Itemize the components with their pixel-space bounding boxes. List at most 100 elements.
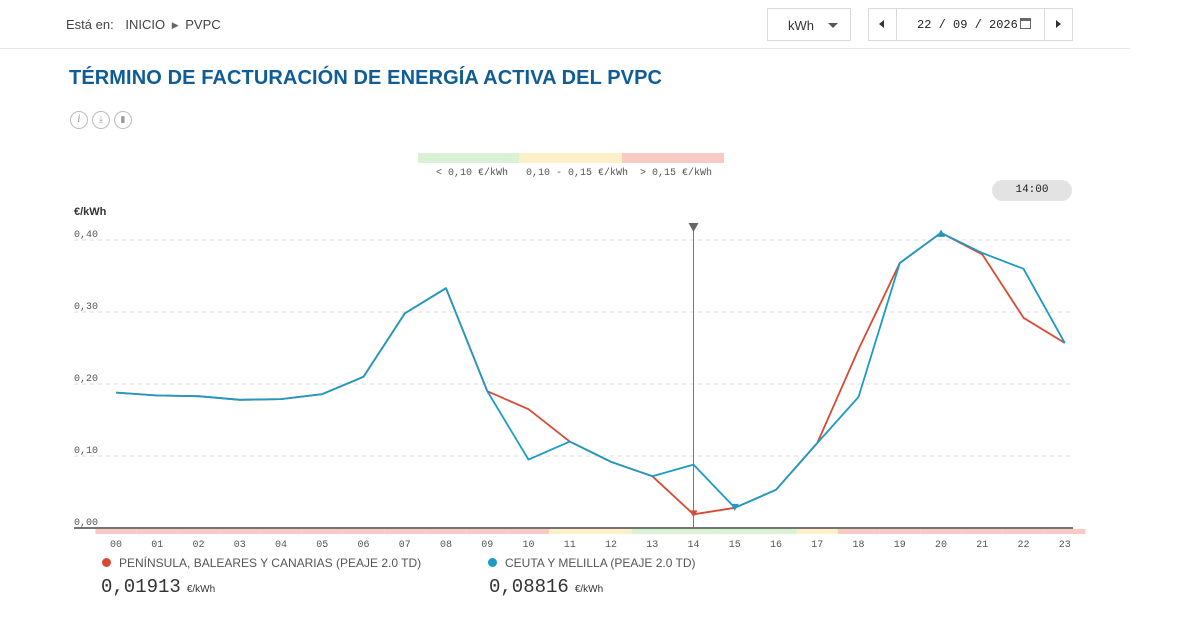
series-line-ceuta (115, 231, 1066, 509)
series-line-peninsula (115, 231, 1066, 516)
y-axis-label: €/kWh (74, 206, 107, 218)
selected-hour-badge: 14:00 (992, 180, 1072, 201)
price-line-chart[interactable]: €/kWh 00 01 02 03 04 05 06 07 08 09 10 11 12 13 14 15 16… (0, 195, 1200, 555)
x-tick-label: 23 (1059, 540, 1071, 551)
info-icon[interactable]: i (70, 111, 88, 129)
legend-peninsula-label: PENÍNSULA, BALEARES Y CANARIAS (PEAJE 2.… (119, 556, 422, 570)
chart-tools: i ⤓ ▮ (70, 109, 136, 129)
peninsula-min-marker (689, 510, 698, 518)
peninsula-price-readout: 0,01913 €/kWh (101, 576, 215, 598)
hour-price-band (301, 529, 343, 534)
date-picker: 22 / 09 / 2026 (868, 8, 1073, 41)
arrow-left-icon (879, 20, 884, 28)
x-tick-label: 14 (687, 540, 699, 551)
ceuta-price-value: 0,08816 (489, 576, 569, 598)
peninsula-price-value: 0,01913 (101, 576, 181, 598)
legend-ceuta: CEUTA Y MELILLA (PEAJE 2.0 TD) (488, 556, 696, 570)
x-tick-label: 00 (110, 540, 122, 551)
hour-price-band (136, 529, 178, 534)
legend-peninsula-marker (102, 558, 111, 567)
y-tick-label: 0,40 (74, 230, 98, 241)
x-tick-label: 07 (399, 540, 411, 551)
price-band-mid (519, 153, 622, 163)
price-band-high (622, 153, 724, 163)
ceuta-price-readout: 0,08816 €/kWh (489, 576, 603, 598)
x-tick-label: 20 (935, 540, 947, 551)
x-tick-label: 10 (522, 540, 534, 551)
calendar-icon[interactable] (1020, 18, 1031, 29)
chevron-down-icon (828, 23, 838, 28)
hour-price-band (672, 529, 715, 534)
x-tick-label: 12 (605, 540, 617, 551)
price-band-mid-label: 0,10 - 0,15 €/kWh (526, 168, 629, 179)
x-tick-label: 18 (852, 540, 864, 551)
breadcrumb: Está en: INICIO ▶ PVPC (66, 17, 221, 32)
hour-price-band (342, 529, 385, 534)
y-tick-label: 0,00 (74, 518, 98, 529)
price-band-low (418, 153, 519, 163)
price-band-high-label: > 0,15 €/kWh (640, 168, 713, 179)
x-tick-label: 22 (1017, 540, 1029, 551)
legend-ceuta-label: CEUTA Y MELILLA (PEAJE 2.0 TD) (505, 556, 696, 570)
cursor-marker-icon (688, 223, 699, 232)
y-tick-label: 0,10 (74, 446, 98, 457)
arrow-right-icon (1056, 20, 1061, 28)
x-tick-label: 13 (646, 540, 658, 551)
breadcrumb-label: Está en: (66, 17, 114, 32)
breadcrumb-current: PVPC (185, 17, 221, 32)
breadcrumb-separator-icon: ▶ (171, 20, 179, 30)
hour-price-band (920, 529, 962, 534)
next-day-button[interactable] (1044, 9, 1072, 40)
ceuta-min-marker (730, 503, 739, 511)
hour-price-band (466, 529, 508, 534)
legend-peninsula: PENÍNSULA, BALEARES Y CANARIAS (PEAJE 2.… (102, 556, 421, 570)
x-tick-label: 08 (440, 540, 452, 551)
hour-price-band (177, 529, 220, 534)
previous-day-button[interactable] (869, 9, 897, 40)
x-tick-label: 16 (770, 540, 782, 551)
y-tick-label: 0,30 (74, 302, 98, 313)
x-tick-label: 01 (151, 540, 163, 551)
top-bar: Está en: INICIO ▶ PVPC kWh 22 / 09 / 202… (0, 0, 1130, 49)
breadcrumb-home-link[interactable]: INICIO (125, 17, 166, 32)
hour-price-band (631, 529, 673, 534)
chart-options-icon[interactable]: ▮ (114, 111, 132, 129)
ceuta-max-marker (937, 229, 945, 237)
hour-price-band (1002, 529, 1045, 534)
x-tick-label: 21 (976, 540, 988, 551)
x-tick-label: 15 (729, 540, 741, 551)
unit-select-value: kWh (788, 18, 814, 33)
price-band-low-label: < 0,10 €/kWh (436, 168, 509, 179)
x-tick-label: 09 (481, 540, 493, 551)
ceuta-price-unit: €/kWh (574, 584, 604, 595)
hour-price-band (879, 529, 921, 534)
hour-price-band (755, 529, 797, 534)
hour-price-band (961, 529, 1003, 534)
hour-price-band (549, 529, 591, 534)
hour-price-band (260, 529, 302, 534)
x-tick-label: 17 (811, 540, 823, 551)
page-title: TÉRMINO DE FACTURACIÓN DE ENERGÍA ACTIVA… (69, 67, 663, 89)
hour-price-band (590, 529, 632, 534)
y-tick-label: 0,20 (74, 374, 98, 385)
hour-price-band (837, 529, 880, 534)
hour-price-band (95, 529, 137, 534)
date-input[interactable]: 22 / 09 / 2026 (917, 18, 1018, 32)
x-tick-label: 05 (316, 540, 328, 551)
hour-price-band (507, 529, 550, 534)
hour-price-band (714, 529, 756, 534)
x-tick-label: 04 (275, 540, 287, 551)
peninsula-price-unit: €/kWh (186, 584, 216, 595)
download-icon[interactable]: ⤓ (92, 111, 110, 129)
hour-price-band (425, 529, 467, 534)
x-tick-label: 11 (564, 540, 576, 551)
hour-price-band (1044, 529, 1086, 534)
x-tick-label: 19 (894, 540, 906, 551)
x-tick-label: 06 (357, 540, 369, 551)
x-tick-label: 03 (234, 540, 246, 551)
unit-select[interactable]: kWh (767, 8, 851, 41)
hour-price-band (384, 529, 426, 534)
legend-ceuta-marker (488, 558, 497, 567)
hour-price-band (796, 529, 838, 534)
x-tick-label: 02 (192, 540, 204, 551)
